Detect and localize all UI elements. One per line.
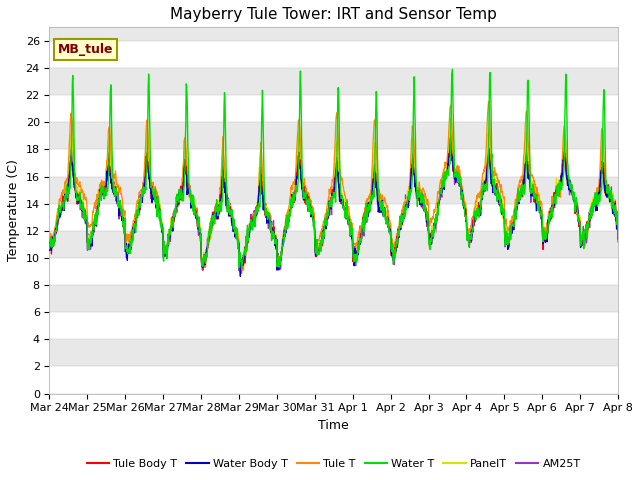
AM25T [422, 212, 430, 218]
PanelT [275, 266, 283, 272]
Tule Body T [614, 239, 622, 245]
Bar [49, 41, 618, 68]
Tule T [547, 204, 555, 210]
Bar [49, 204, 618, 231]
PanelT [158, 219, 166, 225]
PanelT [236, 258, 243, 264]
PanelT [547, 208, 555, 214]
Tule T [236, 261, 243, 266]
Tule T [484, 99, 492, 105]
Line: Water Body T: Water Body T [49, 150, 618, 276]
Water T [614, 234, 622, 240]
Water Body T [446, 147, 454, 153]
Water T [45, 246, 53, 252]
AM25T [158, 228, 166, 234]
Tule Body T [422, 216, 430, 221]
Water Body T [422, 219, 430, 225]
Bar [49, 258, 618, 285]
Water Body T [158, 221, 166, 227]
Tule Body T [547, 209, 555, 215]
Tule Body T [273, 266, 281, 272]
Tule T [172, 207, 180, 213]
Line: Tule Body T: Tule Body T [49, 142, 618, 269]
Title: Mayberry Tule Tower: IRT and Sensor Temp: Mayberry Tule Tower: IRT and Sensor Temp [170, 7, 497, 22]
Tule Body T [497, 196, 505, 202]
PanelT [497, 203, 505, 208]
Water T [449, 66, 456, 72]
AM25T [236, 255, 243, 261]
Tule Body T [45, 244, 53, 250]
Water Body T [172, 206, 180, 212]
AM25T [447, 132, 455, 138]
AM25T [45, 243, 53, 249]
Line: PanelT: PanelT [49, 119, 618, 269]
Tule Body T [172, 204, 180, 210]
PanelT [614, 235, 622, 241]
Water Body T [497, 199, 505, 205]
Line: AM25T: AM25T [49, 135, 618, 273]
Water Body T [236, 253, 243, 259]
Bar [49, 95, 618, 122]
Legend: Tule Body T, Water Body T, Tule T, Water T, PanelT, AM25T: Tule Body T, Water Body T, Tule T, Water… [83, 454, 585, 473]
Bar [49, 122, 618, 149]
Bar [49, 285, 618, 312]
X-axis label: Time: Time [319, 419, 349, 432]
AM25T [614, 232, 622, 238]
PanelT [422, 215, 430, 220]
Tule Body T [236, 258, 243, 264]
PanelT [172, 199, 180, 205]
Water T [172, 202, 180, 208]
Water Body T [237, 274, 244, 279]
Line: Water T: Water T [49, 69, 618, 268]
Y-axis label: Temperature (C): Temperature (C) [7, 159, 20, 262]
Tule T [158, 223, 166, 228]
Water T [547, 207, 555, 213]
Water Body T [614, 235, 622, 241]
Text: MB_tule: MB_tule [58, 43, 113, 56]
Tule T [497, 182, 505, 188]
Bar [49, 177, 618, 204]
Bar [49, 231, 618, 258]
AM25T [547, 210, 555, 216]
Line: Tule T: Tule T [49, 102, 618, 272]
Water T [158, 227, 166, 232]
Water Body T [547, 205, 555, 211]
Bar [49, 339, 618, 366]
Bar [49, 366, 618, 394]
AM25T [497, 203, 505, 208]
AM25T [172, 202, 180, 208]
Water Body T [45, 242, 53, 248]
PanelT [446, 116, 454, 121]
Tule T [422, 199, 430, 204]
Bar [49, 312, 618, 339]
Tule T [237, 269, 244, 275]
Water T [237, 265, 245, 271]
Tule Body T [447, 139, 454, 145]
Tule Body T [158, 223, 166, 228]
PanelT [45, 245, 53, 251]
Water T [422, 211, 430, 217]
Bar [49, 68, 618, 95]
Bar [49, 149, 618, 177]
Tule T [45, 237, 53, 242]
Water T [236, 252, 243, 257]
Tule T [614, 237, 622, 242]
AM25T [237, 270, 245, 276]
Water T [497, 200, 505, 206]
